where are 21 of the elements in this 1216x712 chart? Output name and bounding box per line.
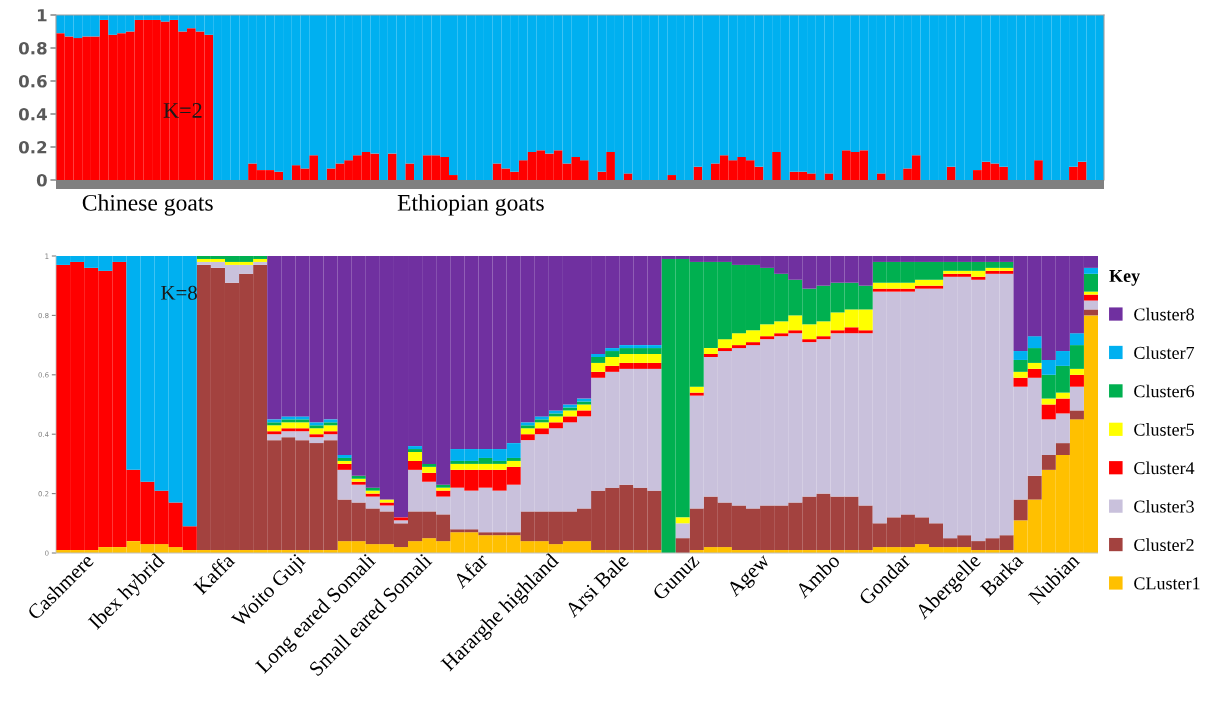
y-tick-label: 0.8	[18, 41, 47, 55]
legend-label: Cluster3	[1134, 499, 1194, 513]
legend-label: Cluster5	[1134, 423, 1194, 436]
x-tick-label: Ethiopian goats	[397, 194, 544, 216]
legend-label: Cluster8	[1134, 307, 1194, 321]
y-tick-label: 0.4	[18, 107, 47, 121]
y-tick-label: 1	[37, 9, 47, 22]
annotation: K=2	[163, 102, 202, 118]
legend-label: CLuster1	[1134, 577, 1200, 590]
x-tick-label: Arsi Bale	[563, 552, 630, 619]
legend-label: Cluster6	[1134, 384, 1195, 398]
y-tick-label: 0.2	[18, 140, 47, 154]
y-tick-label: 0.6	[18, 74, 47, 88]
x-tick-label: Afar	[451, 551, 490, 590]
x-tick-label: Chinese goats	[82, 194, 213, 216]
annotation: K=8	[161, 285, 197, 300]
legend-label: Cluster4	[1134, 461, 1195, 475]
legend-title: Key	[1109, 270, 1140, 286]
legend-label: Cluster7	[1134, 346, 1195, 359]
legend-label: Cluster2	[1134, 538, 1194, 552]
y-tick-label: 0	[36, 173, 47, 187]
